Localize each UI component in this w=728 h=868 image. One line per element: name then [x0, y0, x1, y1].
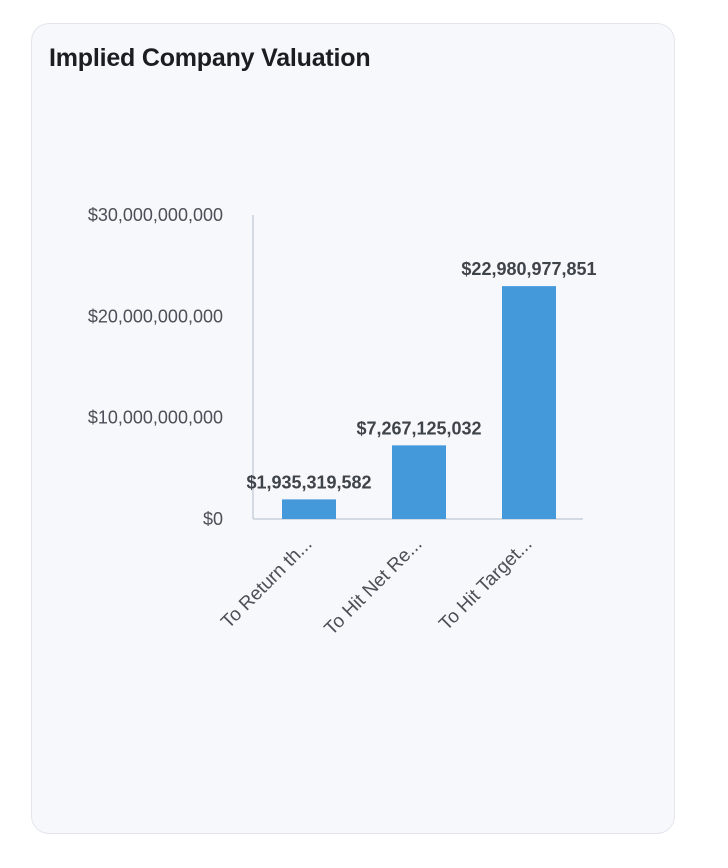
x-tick-label: To Hit Net Re...: [321, 534, 427, 640]
bar: [282, 499, 336, 519]
y-tick-label: $0: [203, 509, 223, 529]
y-tick-label: $10,000,000,000: [88, 408, 223, 428]
card-title: Implied Company Valuation: [49, 44, 371, 72]
valuation-card: Implied Company Valuation: [31, 23, 675, 834]
bar: [502, 286, 556, 519]
y-tick-label: $20,000,000,000: [88, 306, 223, 326]
x-tick-label: To Hit Target...: [435, 534, 536, 635]
data-label: $7,267,125,032: [356, 418, 481, 438]
bar: [392, 445, 446, 519]
data-label: $1,935,319,582: [246, 472, 371, 492]
x-tick-label: To Return th...: [217, 534, 316, 633]
data-label: $22,980,977,851: [461, 259, 596, 279]
y-tick-label: $30,000,000,000: [88, 205, 223, 225]
